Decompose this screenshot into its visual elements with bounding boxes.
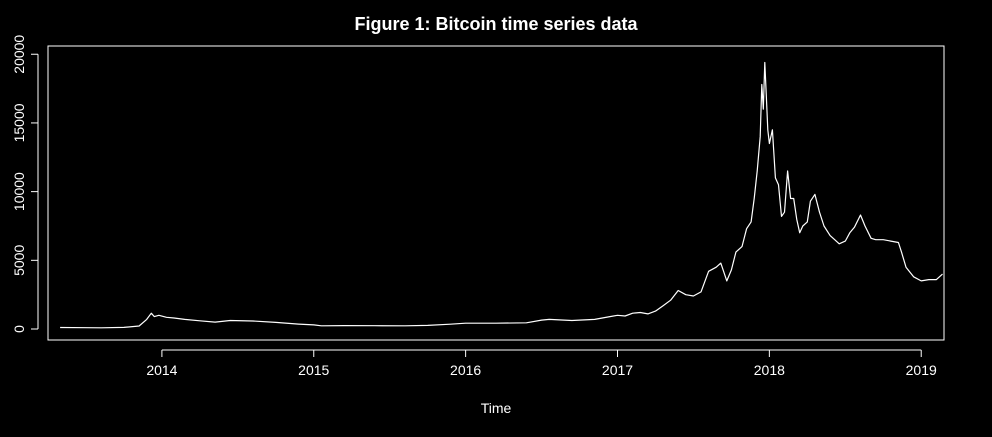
x-axis-title: Time: [481, 400, 512, 416]
x-tick-label: 2016: [450, 362, 481, 378]
x-axis: 2014 2015 2016 2017 2018 2019: [146, 349, 937, 378]
x-tick-label: 2018: [754, 362, 785, 378]
x-tick-label: 2019: [906, 362, 937, 378]
y-tick-label: 5000: [11, 245, 27, 276]
bitcoin-price-line: [60, 61, 943, 329]
chart-title: Figure 1: Bitcoin time series data: [354, 14, 638, 34]
y-tick-label: 0: [11, 325, 27, 333]
y-axis: 0 5000 10000 15000 20000: [11, 35, 39, 333]
x-tick-label: 2017: [602, 362, 633, 378]
y-tick-label: 15000: [11, 103, 27, 142]
plot-area-border: [47, 45, 945, 341]
y-tick-label: 10000: [11, 172, 27, 211]
y-tick-label: 20000: [11, 35, 27, 74]
x-tick-label: 2015: [298, 362, 329, 378]
x-tick-label: 2014: [146, 362, 177, 378]
